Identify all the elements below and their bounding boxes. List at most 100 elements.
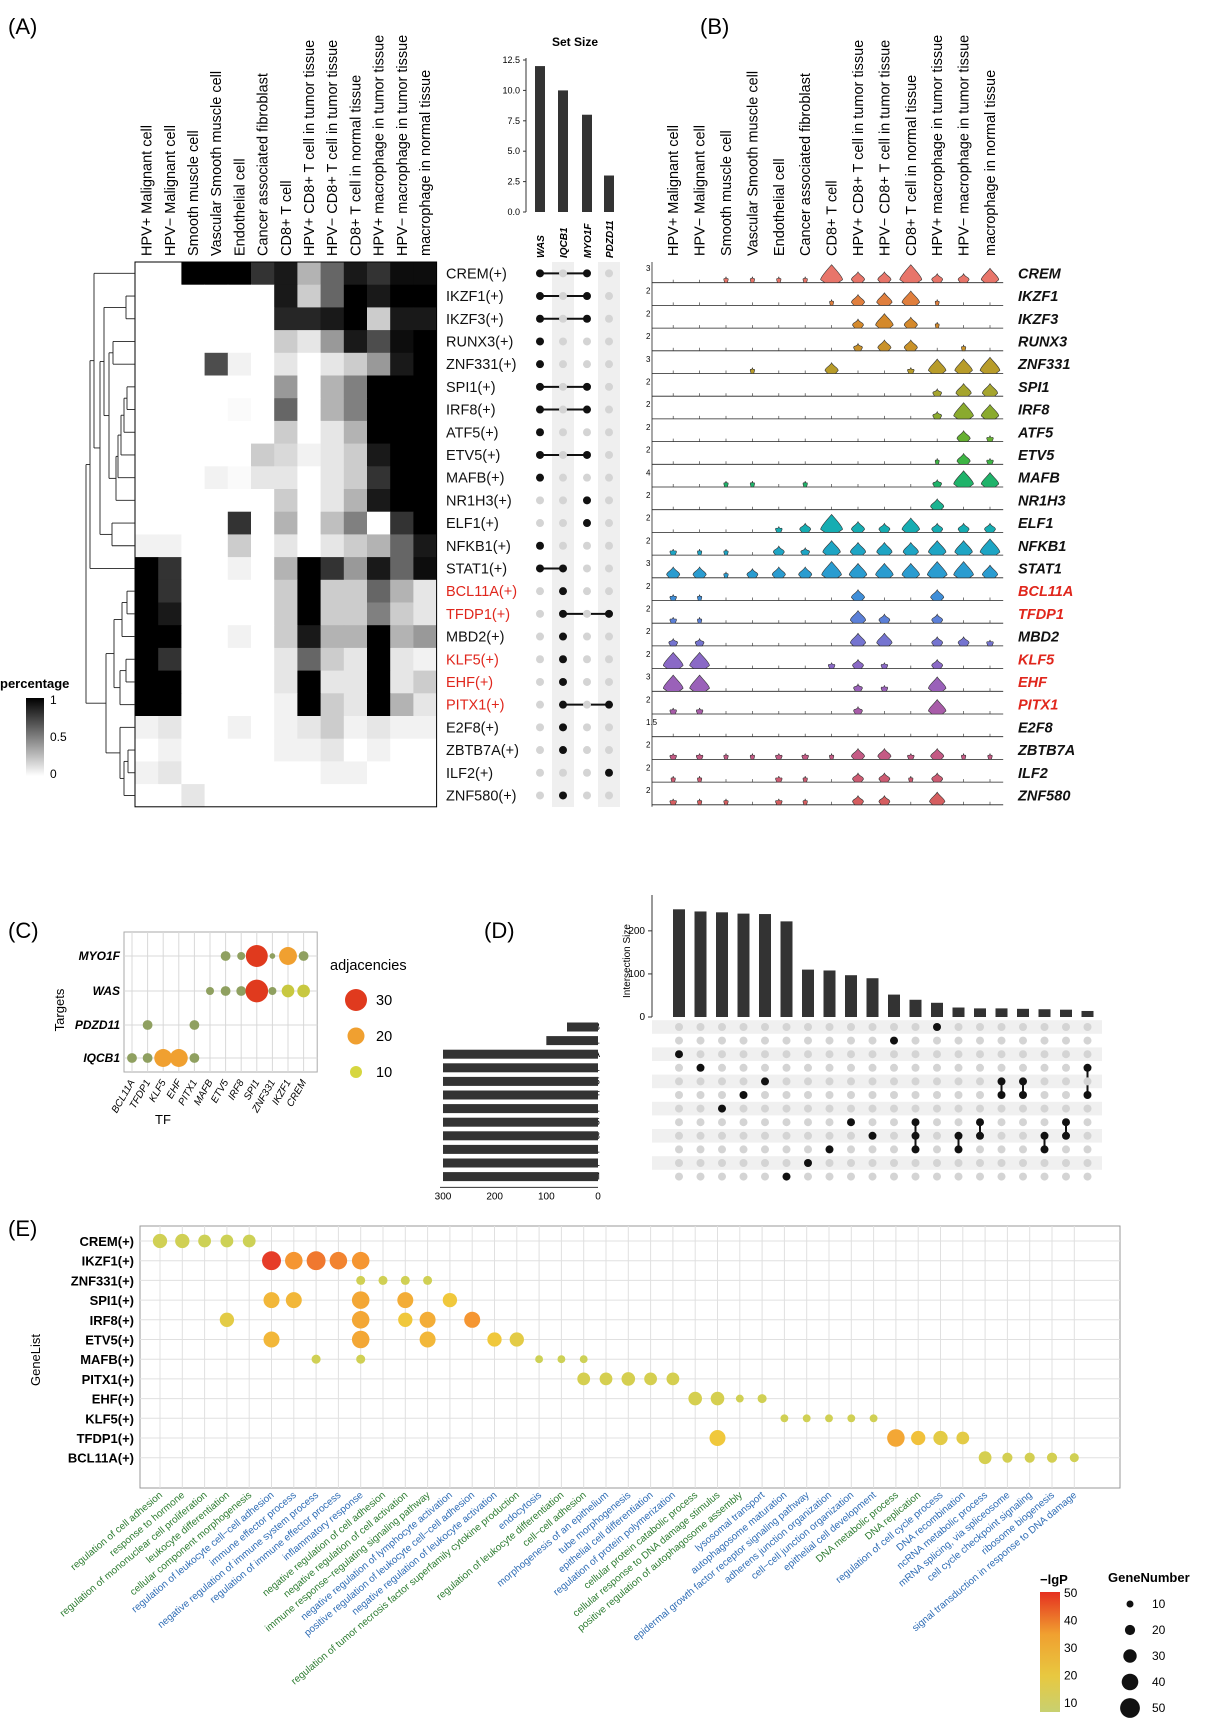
heatmap-cell <box>204 330 229 354</box>
heatmap-cell <box>390 489 414 513</box>
upset-dot-off <box>782 1131 791 1140</box>
upset-dot-off <box>976 1104 984 1113</box>
upset-dot-on <box>536 314 544 323</box>
violin-shape <box>669 617 677 624</box>
violin-shape <box>877 271 892 283</box>
panel-label-e: (E) <box>8 1216 37 1241</box>
heatmap-cell <box>158 761 182 785</box>
upset-dot-on <box>583 269 591 278</box>
heatmap-cell <box>135 602 159 626</box>
upset-dot-on <box>868 1131 877 1140</box>
violin-shape <box>979 538 1001 556</box>
intersection-tick-label: 0 <box>639 1012 645 1023</box>
upset-dot-off <box>605 519 613 528</box>
upset-dot-off <box>675 1091 683 1099</box>
heatmap-cell <box>413 420 437 444</box>
upset-dot-off <box>782 1050 791 1059</box>
dotplot-x-label: KLF5 <box>147 1078 169 1105</box>
heatmap-cell <box>343 443 368 467</box>
go-point <box>978 1451 992 1465</box>
heatmap-cell <box>274 716 298 740</box>
dotplot-point <box>298 951 309 961</box>
heatmap-cell <box>297 602 321 626</box>
violin-shape <box>876 541 893 556</box>
heatmap-cell <box>367 511 391 535</box>
intersection-bar <box>995 1008 1008 1017</box>
violin-shape <box>723 798 729 806</box>
heatmap-cell <box>158 579 182 603</box>
violin-column-label: HPV+ CD8+ T cell in tumor tissue <box>851 40 867 256</box>
upset-dot-off <box>675 1104 683 1113</box>
upset-dot-off <box>739 1159 748 1167</box>
upset-dot-off <box>583 700 591 709</box>
violin-gene-label: EHF <box>1018 675 1048 691</box>
violin-ymax-label: 4 <box>646 468 651 477</box>
heatmap-cell <box>297 489 321 513</box>
upset-dot-on <box>559 632 567 641</box>
dotplot-point <box>127 1053 137 1063</box>
upset-dot-off <box>718 1172 726 1181</box>
upset-dot-off <box>761 1050 769 1059</box>
violin-column-label: HPV− CD8+ T cell in tumor tissue <box>877 40 893 256</box>
violin-shape <box>697 594 703 601</box>
violin-shape <box>829 299 834 306</box>
violin-gene-label: NFKB1 <box>1018 539 1066 555</box>
upset-dot-on <box>583 519 591 528</box>
heatmap-cell <box>204 352 229 376</box>
upset-dot-off <box>804 1104 812 1113</box>
upset-dot-off <box>847 1063 855 1072</box>
upset-dot-on <box>675 1050 683 1059</box>
heatmap-cell <box>343 284 368 308</box>
upset-dot-off <box>536 587 544 596</box>
set-size-tick-label: 2.5 <box>507 177 520 187</box>
upset-dot-off <box>782 1159 791 1167</box>
upset-dot-off <box>761 1063 769 1072</box>
heatmap-cell <box>343 557 368 581</box>
go-point <box>757 1394 767 1404</box>
violin-shape <box>907 367 915 374</box>
upset-dot-off <box>825 1023 834 1031</box>
upset-dot-off <box>536 791 544 800</box>
heatmap-row-label: IRF8(+) <box>446 403 496 419</box>
heatmap-cell <box>367 466 391 490</box>
heatmap-cell <box>251 557 275 581</box>
heatmap-cell <box>413 761 437 785</box>
upset-dot-off <box>559 405 567 414</box>
upset-dot-off <box>583 677 591 686</box>
violin-gene-label: CREM <box>1018 266 1062 282</box>
upset-dot-off <box>782 1063 791 1072</box>
violin-shape <box>979 356 1001 374</box>
heatmap-cell <box>343 716 368 740</box>
intersection-bar <box>1081 1010 1094 1017</box>
heatmap-cell <box>274 738 298 762</box>
set-size-tick-label: 5.0 <box>507 146 520 156</box>
violin-ymax-label: 2 <box>646 400 651 409</box>
heatmap-cell <box>274 466 298 490</box>
heatmap-cell <box>204 557 229 581</box>
violin-shape <box>926 561 948 579</box>
upset-dot-off <box>847 1145 855 1154</box>
heatmap-cell <box>274 262 298 286</box>
violin-shape <box>931 772 944 783</box>
heatmap-cell <box>135 284 159 308</box>
heatmap-cell <box>181 693 205 717</box>
upset-dot-off <box>583 746 591 755</box>
heatmap-cell <box>181 625 205 649</box>
upset-dot-off <box>605 269 613 278</box>
intersection-bar <box>737 913 750 1017</box>
heatmap-cell <box>181 716 205 740</box>
heatmap-cell <box>158 420 182 444</box>
violin-shape <box>749 480 755 488</box>
heatmap-row-label: MBD2(+) <box>446 630 504 646</box>
upset-dot-on <box>559 746 567 755</box>
violin-ymax-label: 2 <box>646 378 651 387</box>
violin-shape <box>852 658 864 669</box>
upset-dot-off <box>718 1077 726 1086</box>
violin-shape <box>801 753 809 760</box>
upset-dot-off <box>804 1131 812 1140</box>
heatmap-cell <box>181 375 205 399</box>
go-point <box>263 1331 280 1348</box>
upset-dot-off <box>739 1118 748 1127</box>
set-size-bar <box>443 1117 598 1127</box>
